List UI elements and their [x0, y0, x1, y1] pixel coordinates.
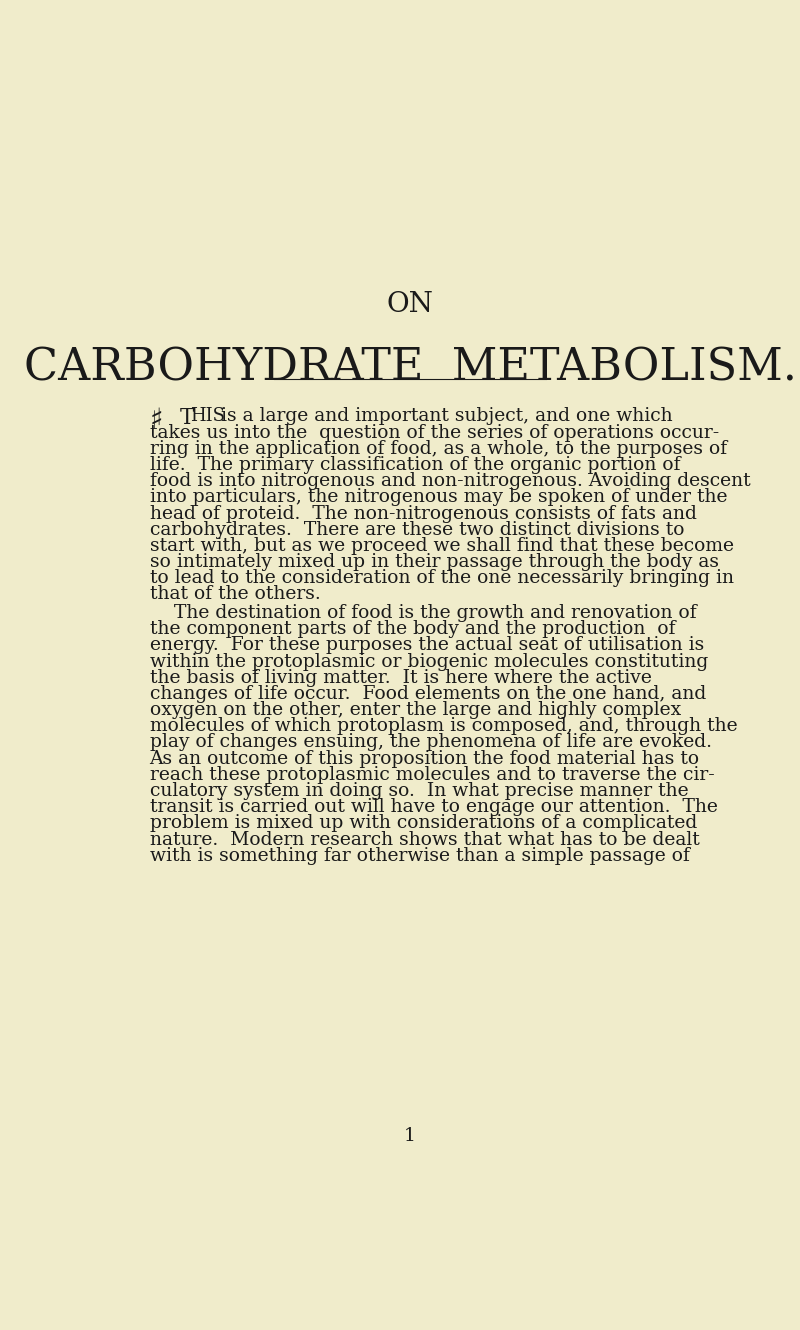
- Text: changes of life occur.  Food elements on the one hand, and: changes of life occur. Food elements on …: [150, 685, 706, 704]
- Text: problem is mixed up with considerations of a complicated: problem is mixed up with considerations …: [150, 814, 697, 833]
- Text: nature.  Modern research shows that what has to be dealt: nature. Modern research shows that what …: [150, 830, 699, 849]
- Text: molecules of which protoplasm is composed, and, through the: molecules of which protoplasm is compose…: [150, 717, 738, 735]
- Text: The destination of food is the growth and renovation of: The destination of food is the growth an…: [150, 604, 696, 622]
- Text: within the protoplasmic or biogenic molecules constituting: within the protoplasmic or biogenic mole…: [150, 653, 708, 670]
- Text: transit is carried out will have to engage our attention.  The: transit is carried out will have to enga…: [150, 798, 718, 817]
- Text: start with, but as we proceed we shall find that these become: start with, but as we proceed we shall f…: [150, 537, 734, 555]
- Text: head of proteid.  The non-nitrogenous consists of fats and: head of proteid. The non-nitrogenous con…: [150, 504, 697, 523]
- Text: to lead to the consideration of the one necessarily bringing in: to lead to the consideration of the one …: [150, 569, 734, 588]
- Text: ♯: ♯: [150, 407, 163, 435]
- Text: As an outcome of this proposition the food material has to: As an outcome of this proposition the fo…: [150, 750, 700, 767]
- Text: 1: 1: [404, 1127, 416, 1145]
- Text: energy.  For these purposes the actual seat of utilisation is: energy. For these purposes the actual se…: [150, 636, 704, 654]
- Text: oxygen on the other, enter the large and highly complex: oxygen on the other, enter the large and…: [150, 701, 681, 720]
- Text: the component parts of the body and the production  of: the component parts of the body and the …: [150, 620, 675, 638]
- Text: is a large and important subject, and one which: is a large and important subject, and on…: [214, 407, 672, 426]
- Text: into particulars, the nitrogenous may be spoken of under the: into particulars, the nitrogenous may be…: [150, 488, 727, 507]
- Text: that of the others.: that of the others.: [150, 585, 320, 604]
- Text: with is something far otherwise than a simple passage of: with is something far otherwise than a s…: [150, 847, 690, 864]
- Text: life.  The primary classification of the organic portion of: life. The primary classification of the …: [150, 456, 680, 473]
- Text: T: T: [179, 407, 194, 430]
- Text: ring in the application of food, as a whole, to the purposes of: ring in the application of food, as a wh…: [150, 440, 726, 458]
- Text: the basis of living matter.  It is here where the active: the basis of living matter. It is here w…: [150, 669, 651, 686]
- Text: CARBOHYDRATE  METABOLISM.: CARBOHYDRATE METABOLISM.: [23, 346, 797, 390]
- Text: so intimately mixed up in their passage through the body as: so intimately mixed up in their passage …: [150, 553, 718, 571]
- Text: takes us into the  question of the series of operations occur-: takes us into the question of the series…: [150, 424, 719, 442]
- Text: carbohydrates.  There are these two distinct divisions to: carbohydrates. There are these two disti…: [150, 521, 684, 539]
- Text: HIS: HIS: [190, 407, 226, 426]
- Text: food is into nitrogenous and non-nitrogenous. Avoiding descent: food is into nitrogenous and non-nitroge…: [150, 472, 750, 491]
- Text: culatory system in doing so.  In what precise manner the: culatory system in doing so. In what pre…: [150, 782, 688, 801]
- Text: ON: ON: [386, 291, 434, 318]
- Text: reach these protoplasmic molecules and to traverse the cir-: reach these protoplasmic molecules and t…: [150, 766, 714, 783]
- Text: play of changes ensuing, the phenomena of life are evoked.: play of changes ensuing, the phenomena o…: [150, 733, 712, 751]
